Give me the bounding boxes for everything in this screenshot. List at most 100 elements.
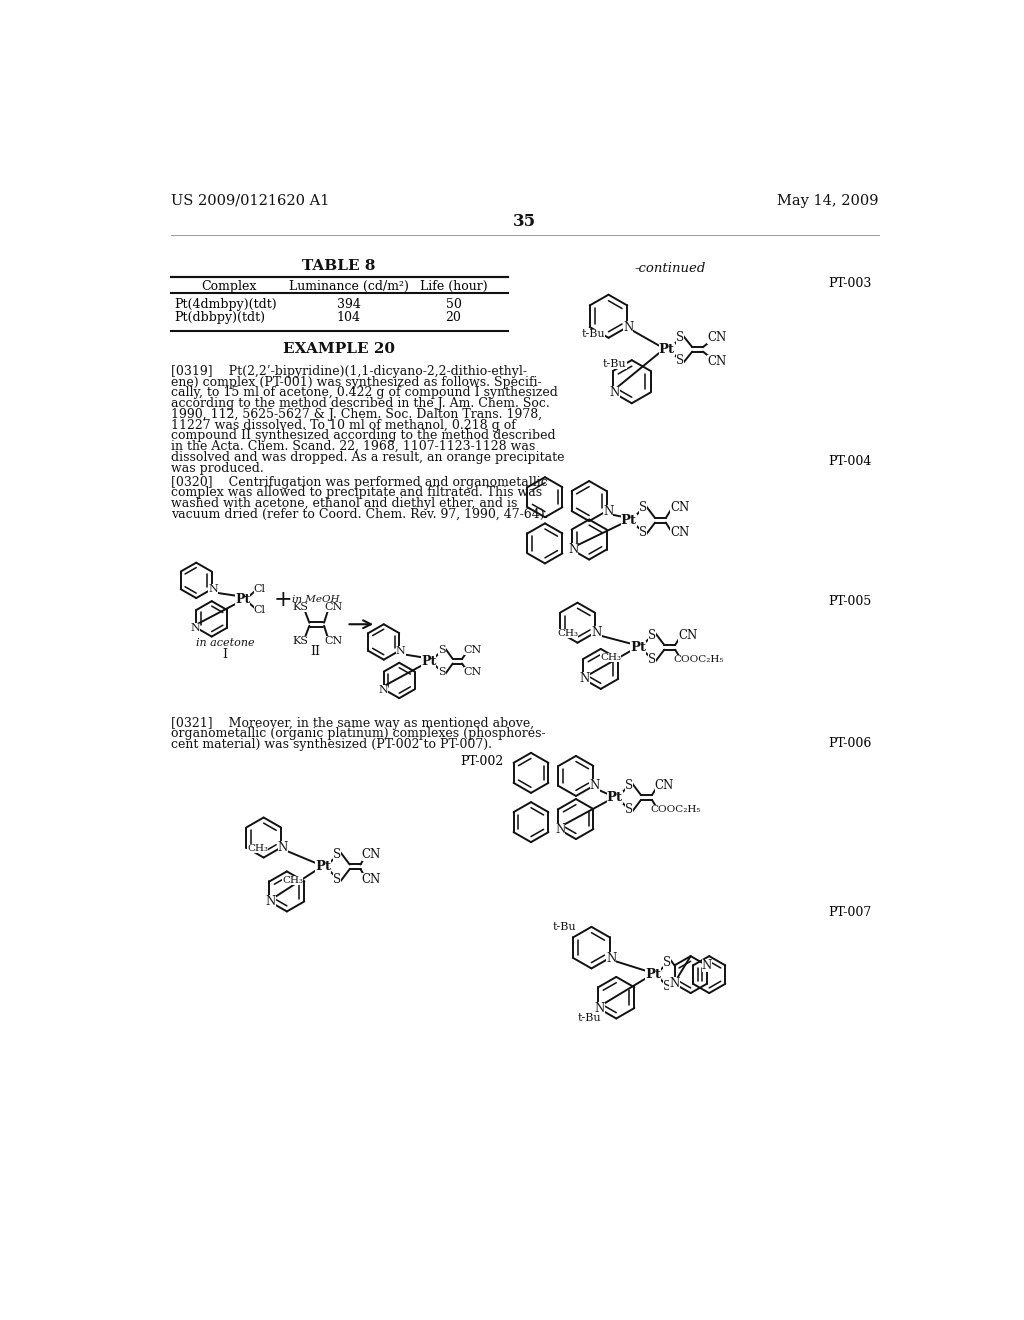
Text: S: S [676,331,684,345]
Text: dissolved and was dropped. As a result, an orange precipitate: dissolved and was dropped. As a result, … [171,451,564,465]
Text: PT-005: PT-005 [828,594,872,607]
Text: CN: CN [325,636,342,647]
Text: N: N [623,321,633,334]
Text: N: N [670,977,680,990]
Text: CN: CN [708,330,727,343]
Text: CN: CN [361,873,381,886]
Text: N: N [278,841,288,854]
Text: S: S [438,667,445,677]
Text: N: N [580,672,590,685]
Text: N: N [396,645,406,656]
Text: Pt: Pt [630,640,646,653]
Text: EXAMPLE 20: EXAMPLE 20 [284,342,395,356]
Text: CN: CN [670,502,689,515]
Text: vacuum dried (refer to Coord. Chem. Rev. 97, 1990, 47-64).: vacuum dried (refer to Coord. Chem. Rev.… [171,508,548,521]
Text: Cl: Cl [254,606,266,615]
Text: N: N [568,543,579,556]
Text: Pt: Pt [645,968,662,981]
Text: 11227 was dissolved. To 10 ml of methanol, 0.218 g of: 11227 was dissolved. To 10 ml of methano… [171,418,515,432]
Text: according to the method described in the J. Am. Chem. Soc.: according to the method described in the… [171,397,549,411]
Text: Life (hour): Life (hour) [420,280,487,293]
Text: S: S [676,354,684,367]
Text: N: N [609,385,620,399]
Text: I: I [222,648,227,661]
Text: Luminance (cd/m²): Luminance (cd/m²) [289,280,409,293]
Text: N: N [701,958,712,972]
Text: N: N [606,952,616,965]
Text: cally, to 15 ml of acetone, 0.422 g of compound I synthesized: cally, to 15 ml of acetone, 0.422 g of c… [171,387,557,400]
Text: -continued: -continued [635,261,707,275]
Text: washed with acetone, ethanol and diethyl ether, and is: washed with acetone, ethanol and diethyl… [171,498,517,511]
Text: CN: CN [654,779,674,792]
Text: Cl: Cl [254,583,266,594]
Text: N: N [190,623,201,634]
Text: Pt: Pt [236,593,250,606]
Text: 394: 394 [337,298,360,312]
Text: S: S [333,847,341,861]
Text: US 2009/0121620 A1: US 2009/0121620 A1 [171,194,329,207]
Text: N: N [555,822,565,836]
Text: N: N [266,895,276,908]
Text: Pt: Pt [606,791,623,804]
Text: 20: 20 [445,312,462,325]
Text: t-Bu: t-Bu [582,329,605,339]
Text: N: N [603,504,613,517]
Text: complex was allowed to precipitate and filtrated. This was: complex was allowed to precipitate and f… [171,487,542,499]
Text: cent material) was synthesized (PT-002 to PT-007).: cent material) was synthesized (PT-002 t… [171,738,492,751]
Text: CH₃: CH₃ [600,653,622,663]
Text: in the Acta. Chem. Scand. 22, 1968, 1107-1123-1128 was: in the Acta. Chem. Scand. 22, 1968, 1107… [171,441,535,453]
Text: S: S [664,981,672,994]
Text: [0321]    Moreover, in the same way as mentioned above,: [0321] Moreover, in the same way as ment… [171,717,534,730]
Text: N: N [595,1002,605,1015]
Text: Pt(dbbpy)(tdt): Pt(dbbpy)(tdt) [174,312,265,325]
Text: in acetone: in acetone [196,639,254,648]
Text: N: N [590,779,600,792]
Text: CH₃: CH₃ [247,845,268,854]
Text: t-Bu: t-Bu [553,921,577,932]
Text: Pt: Pt [621,513,637,527]
Text: 104: 104 [337,312,360,325]
Text: 1990, 112, 5625-5627 & J. Chem. Soc. Dalton Trans. 1978,: 1990, 112, 5625-5627 & J. Chem. Soc. Dal… [171,408,542,421]
Text: t-Bu: t-Bu [603,359,627,370]
Text: CN: CN [708,355,727,368]
Text: S: S [625,779,633,792]
Text: PT-003: PT-003 [828,277,872,289]
Text: N: N [378,685,388,696]
Text: CN: CN [325,602,342,612]
Text: compound II synthesized according to the method described: compound II synthesized according to the… [171,429,555,442]
Text: S: S [639,502,647,515]
Text: CN: CN [678,628,697,642]
Text: S: S [648,653,656,667]
Text: COOC₂H₅: COOC₂H₅ [673,655,724,664]
Text: PT-006: PT-006 [828,737,872,750]
Text: S: S [664,956,672,969]
Text: CN: CN [464,645,482,656]
Text: in MeOH: in MeOH [292,595,339,605]
Text: CN: CN [464,667,482,677]
Text: PT-004: PT-004 [828,454,872,467]
Text: CN: CN [361,847,381,861]
Text: organometallic (organic platinum) complexes (phosphores-: organometallic (organic platinum) comple… [171,727,545,741]
Text: S: S [333,873,341,886]
Text: Complex: Complex [201,280,256,293]
Text: 35: 35 [513,213,537,230]
Text: CH₃: CH₃ [283,875,303,884]
Text: KS: KS [292,636,308,647]
Text: S: S [438,645,445,656]
Text: S: S [625,804,633,816]
Text: COOC₂H₅: COOC₂H₅ [650,805,700,814]
Text: ene) complex (PT-001) was synthesized as follows. Specifi-: ene) complex (PT-001) was synthesized as… [171,376,542,388]
Text: Pt: Pt [421,655,436,668]
Text: TABLE 8: TABLE 8 [302,259,376,273]
Text: CH₃: CH₃ [557,630,578,639]
Text: May 14, 2009: May 14, 2009 [777,194,879,207]
Text: 50: 50 [445,298,462,312]
Text: PT-002: PT-002 [461,755,504,768]
Text: N: N [592,626,602,639]
Text: was produced.: was produced. [171,462,263,475]
Text: t-Bu: t-Bu [578,1014,601,1023]
Text: Pt(4dmbpy)(tdt): Pt(4dmbpy)(tdt) [174,298,278,312]
Text: II: II [310,645,321,659]
Text: Pt: Pt [658,343,675,356]
Text: CN: CN [670,527,689,539]
